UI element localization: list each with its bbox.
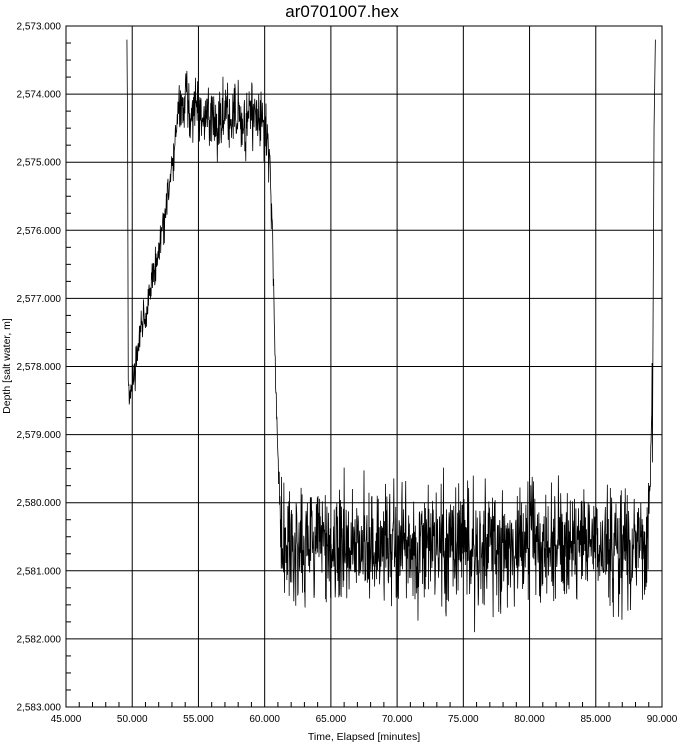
y-tick-label: 2,577.000 xyxy=(17,294,62,305)
plot-frame xyxy=(65,25,663,708)
y-tick-label: 2,575.000 xyxy=(17,158,62,169)
x-tick-label: 75.000 xyxy=(448,714,479,725)
y-tick-label: 2,580.000 xyxy=(17,498,62,509)
y-tick-label: 2,576.000 xyxy=(17,226,62,237)
y-tick-labels: 2,573.000 2,574.000 2,575.000 2,576.000 2,57… xyxy=(17,22,62,714)
y-tick-label: 2,581.000 xyxy=(17,566,62,577)
x-tick-label: 65.000 xyxy=(316,714,347,725)
chart-title: ar0701007.hex xyxy=(285,2,399,21)
y-tick-label: 2,579.000 xyxy=(17,430,62,441)
x-tick-label: 55.000 xyxy=(183,714,214,725)
y-tick-label: 2,573.000 xyxy=(17,22,62,33)
x-tick-label: 80.000 xyxy=(514,714,545,725)
y-tick-label: 2,574.000 xyxy=(17,90,62,101)
x-tick-label: 45.000 xyxy=(51,714,82,725)
y-axis-label: Depth [salt water, m] xyxy=(1,318,13,414)
depth-series-line xyxy=(126,39,656,633)
x-tick-label: 70.000 xyxy=(382,714,413,725)
minor-ticks xyxy=(66,42,650,707)
y-tick-label: 2,578.000 xyxy=(17,362,62,373)
x-tick-label: 90.000 xyxy=(647,714,678,725)
x-tick-label: 85.000 xyxy=(580,714,611,725)
y-tick-label: 2,583.000 xyxy=(17,703,62,714)
x-tick-label: 60.000 xyxy=(249,714,280,725)
series-layer xyxy=(126,39,656,633)
x-tick-label: 50.000 xyxy=(117,714,148,725)
grid xyxy=(65,25,663,708)
x-tick-labels: 45.000 50.000 55.000 60.000 65.000 70.000 75.0… xyxy=(51,714,678,725)
y-tick-label: 2,582.000 xyxy=(17,634,62,645)
x-axis-label: Time, Elapsed [minutes] xyxy=(308,731,420,743)
